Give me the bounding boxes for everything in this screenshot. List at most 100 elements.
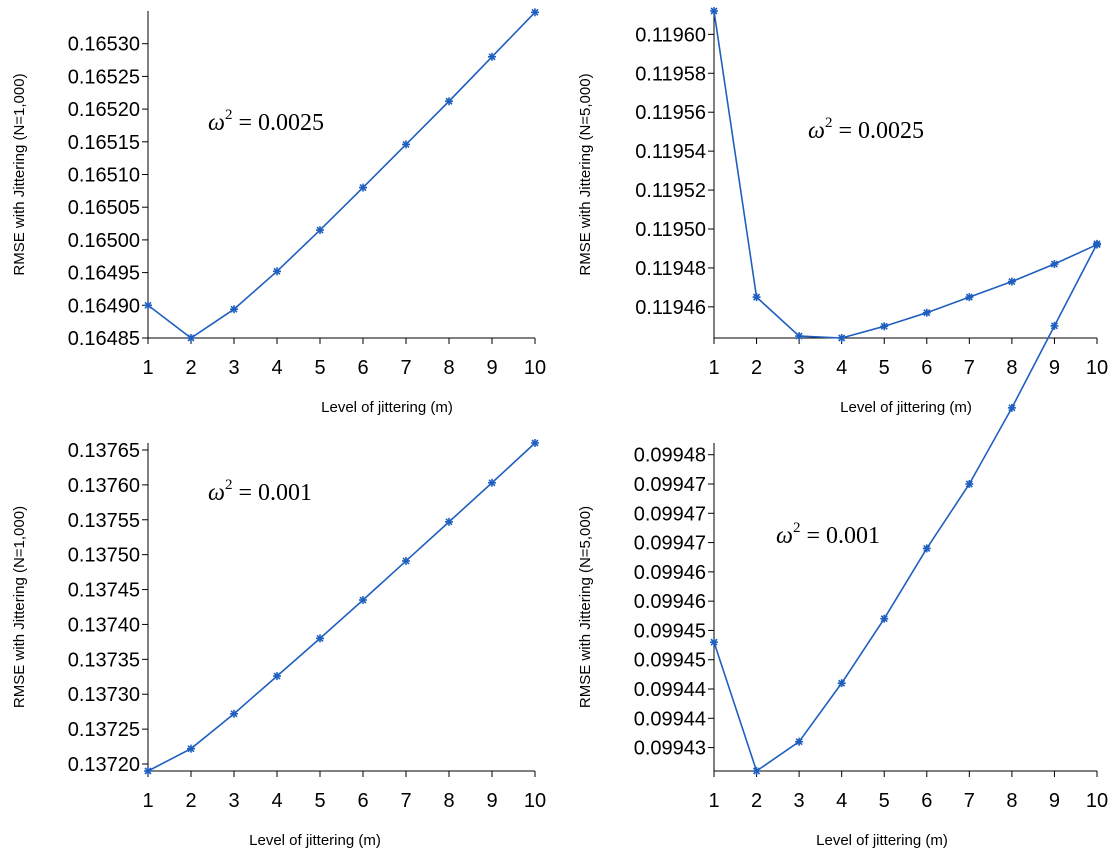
data-point — [187, 334, 195, 342]
data-point — [837, 679, 846, 688]
annotation-exponent: 2 — [825, 115, 833, 131]
data-point — [273, 672, 281, 681]
omega-annotation: ω2 = 0.001 — [208, 477, 312, 506]
x-tick-label: 4 — [836, 790, 847, 812]
data-point — [230, 305, 238, 314]
y-tick-label: 0.16485 — [68, 328, 140, 350]
x-axis-title: Level of jittering (m) — [321, 399, 453, 416]
annotation-symbol: ω — [208, 110, 225, 136]
y-tick-label: 0.11960 — [635, 24, 706, 46]
annotation-exponent: 2 — [225, 107, 233, 123]
x-tick-label: 10 — [524, 790, 546, 812]
x-tick-label: 3 — [228, 357, 239, 379]
series-line — [147, 11, 536, 339]
data-point — [965, 480, 974, 488]
y-tick-label: 0.09947 — [634, 474, 706, 496]
omega-annotation: ω2 = 0.001 — [776, 520, 880, 549]
data-point — [144, 767, 152, 775]
x-tick-label: 10 — [1086, 790, 1108, 812]
x-tick-label: 1 — [708, 357, 719, 379]
y-tick-label: 0.11956 — [635, 102, 706, 124]
x-tick-label: 1 — [142, 357, 153, 379]
data-point — [710, 7, 718, 15]
annotation-symbol: ω — [808, 118, 825, 144]
data-point — [316, 226, 324, 235]
data-point — [445, 517, 453, 526]
y-tick-label: 0.16520 — [68, 99, 140, 121]
x-axis-title: Level of jittering (m) — [840, 399, 972, 416]
y-tick-label: 0.13730 — [68, 684, 140, 706]
chart-panel-1: 1 2 3 4 5 6 7 8 9 10 0.16485 0.16490 0.16495 0.16500 0… — [11, 8, 546, 416]
data-point — [795, 737, 804, 746]
y-axis-title: RMSE with Jittering (N=1,000) — [11, 73, 28, 275]
x-tick-label: 8 — [1006, 790, 1017, 812]
data-point — [488, 478, 496, 487]
x-tick-label: 6 — [357, 790, 368, 812]
x-tick-label: 3 — [794, 357, 805, 379]
x-tick-label: 6 — [357, 357, 368, 379]
y-tick-label: 0.16525 — [68, 66, 140, 88]
y-tick-label: 0.09944 — [634, 679, 706, 701]
x-tick-label: 5 — [314, 790, 325, 812]
x-tick-label: 6 — [921, 790, 932, 812]
x-tick-label: 9 — [486, 790, 497, 812]
x-tick-label: 8 — [443, 790, 454, 812]
data-point — [710, 638, 718, 647]
series-line — [147, 442, 536, 772]
x-tick-label: 6 — [921, 357, 932, 379]
y-tick-label: 0.11946 — [635, 297, 706, 319]
y-tick-label: 0.09947 — [634, 503, 706, 525]
chart-panel-3: 1 2 3 4 5 6 7 8 9 10 0.13720 0.13725 0.13730 0.13735 0… — [11, 439, 546, 849]
annotation-exponent: 2 — [793, 520, 801, 536]
data-point — [1050, 321, 1059, 330]
series-line — [713, 243, 1098, 773]
data-point — [230, 709, 238, 718]
annotation-value: = 0.001 — [232, 480, 312, 506]
data-point — [316, 634, 324, 643]
data-point — [965, 293, 974, 302]
annotation-value: = 0.001 — [800, 523, 880, 549]
y-tick-label: 0.13755 — [68, 510, 140, 532]
x-axis-title: Level of jittering (m) — [816, 832, 948, 849]
data-point — [837, 334, 846, 342]
data-point — [922, 544, 931, 553]
x-tick-label: 3 — [794, 790, 805, 812]
y-tick-label: 0.09944 — [634, 708, 706, 730]
omega-annotation: ω2 = 0.0025 — [208, 107, 324, 136]
data-point — [273, 267, 281, 276]
y-tick-label: 0.13760 — [68, 475, 140, 497]
x-tick-label: 9 — [1049, 357, 1060, 379]
y-tick-label: 0.09946 — [634, 562, 706, 584]
y-tick-label: 0.11950 — [635, 219, 706, 241]
data-point — [187, 744, 195, 753]
x-tick-label: 5 — [879, 357, 890, 379]
y-tick-label: 0.09945 — [634, 650, 706, 672]
x-tick-label: 5 — [314, 357, 325, 379]
x-tick-label: 1 — [708, 790, 719, 812]
y-tick-label: 0.09946 — [634, 591, 706, 613]
y-tick-label: 0.09948 — [634, 445, 706, 467]
x-tick-label: 3 — [228, 790, 239, 812]
data-point — [144, 301, 152, 310]
y-tick-label: 0.13735 — [68, 649, 140, 671]
y-tick-label: 0.09943 — [634, 738, 706, 760]
x-tick-label: 2 — [185, 790, 196, 812]
data-point — [880, 614, 889, 623]
x-tick-label: 10 — [1086, 357, 1108, 379]
annotation-value: = 0.0025 — [232, 110, 324, 136]
chart-panel-4: 1 2 3 4 5 6 7 8 9 10 0.09943 0.09944 0.09944 0.09945 0… — [577, 239, 1108, 849]
x-tick-label: 9 — [1049, 790, 1060, 812]
y-tick-label: 0.09945 — [634, 620, 706, 642]
x-tick-label: 4 — [836, 357, 847, 379]
x-tick-label: 8 — [1006, 357, 1017, 379]
annotation-exponent: 2 — [225, 477, 233, 493]
x-tick-label: 2 — [751, 790, 762, 812]
annotation-value: = 0.0025 — [832, 118, 924, 144]
x-tick-label: 2 — [185, 357, 196, 379]
data-point — [531, 439, 539, 447]
data-point — [752, 293, 761, 302]
data-point — [359, 183, 367, 192]
x-tick-label: 4 — [271, 790, 282, 812]
data-point — [402, 140, 410, 149]
y-tick-label: 0.13725 — [68, 719, 140, 741]
